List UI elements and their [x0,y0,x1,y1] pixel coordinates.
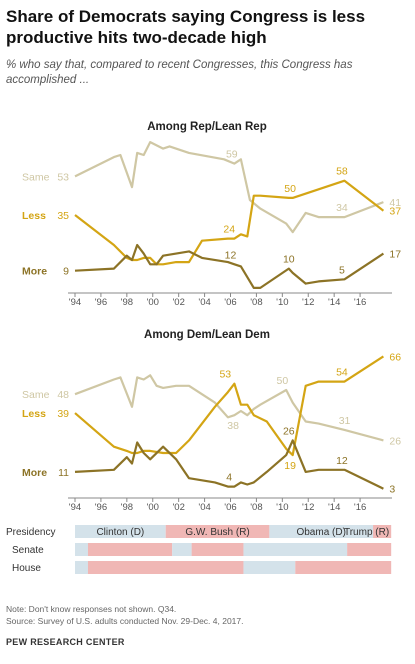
start-value-label: 35 [57,210,69,222]
x-tick-label: '14 [328,502,340,513]
data-label: 4 [226,472,232,484]
series-line-more-dem [74,439,384,490]
x-tick-label: '16 [354,502,366,513]
x-tick-label: '08 [250,502,262,513]
row-label-senate: Senate [12,545,44,556]
control-segment-dem [75,543,88,556]
x-tick-label: '00 [147,297,159,308]
series-name-more: More [22,467,47,479]
x-tick-label: '14 [328,297,340,308]
data-label: 53 [219,369,231,381]
start-value-label: 9 [63,266,69,278]
control-segment-dem [75,525,166,538]
data-label: 50 [276,375,288,387]
data-label: 59 [226,149,238,161]
series-line-same-rep [74,141,384,234]
x-tick-label: '96 [95,502,107,513]
series-name-less: Less [22,210,46,222]
chart-panel-rep-lean-rep: Among Rep/Lean Rep '94 '96 '98 '00 '02 '04 '06 '… [22,121,401,308]
x-tick-label: '10 [276,297,288,308]
president-label: G.W. Bush (R) [185,527,249,538]
control-segment-rep [165,525,270,538]
control-segment-dem [172,543,192,556]
data-label: 10 [283,254,295,266]
data-label: 31 [339,415,351,427]
data-label: 34 [336,202,348,214]
data-label: 17 [389,249,401,261]
control-segment-rep [347,543,392,556]
x-tick-label: '04 [198,297,210,308]
president-label: Clinton (D) [96,527,144,538]
control-segment-rep [373,525,392,538]
data-label: 12 [225,249,237,261]
panel-title: Among Rep/Lean Rep [147,121,266,133]
start-value-label: 53 [57,171,69,183]
data-label: 38 [227,420,239,432]
president-label: Trump (R) [344,527,389,538]
data-label: 58 [336,166,348,178]
panel-title: Among Dem/Lean Dem [144,329,270,341]
row-label-house: House [12,563,41,574]
series-name-more: More [22,266,47,278]
series-name-same: Same [22,171,50,183]
x-tick-label: '12 [302,502,314,513]
x-tick-label: '06 [224,297,236,308]
source-note: Source: Survey of U.S. adults conducted … [6,616,244,626]
control-segment-dem [75,561,88,574]
x-tick-label: '02 [172,502,184,513]
chart-title: Share of Democrats saying Congress is le… [6,7,366,47]
series-line-less-rep [74,179,385,266]
x-tick-label: '94 [69,502,81,513]
start-value-label: 48 [57,389,69,401]
x-tick-label: '00 [147,502,159,513]
data-label: 50 [284,183,296,195]
series-line-more-rep [74,243,385,289]
x-tick-label: '10 [276,502,288,513]
chart-panel-dem-lean-dem: Among Dem/Lean Dem '94 '96 '98 '00 '02 '04 '06 '… [22,329,401,513]
control-segment-rep [295,561,392,574]
series-line-same-dem [74,374,384,442]
data-label: 41 [389,197,401,209]
data-label: 66 [389,351,401,363]
x-tick-label: '04 [198,502,210,513]
party-control-table: Presidency Clinton (D) G.W. Bush (R) Obama … [6,525,392,574]
x-tick-label: '12 [302,297,314,308]
data-label: 3 [389,484,395,496]
series-name-less: Less [22,408,46,420]
x-tick-label: '94 [69,297,81,308]
data-label: 12 [336,455,348,467]
series-name-same: Same [22,389,50,401]
control-segment-dem [243,543,348,556]
control-segment-rep [87,561,244,574]
x-tick-label: '98 [121,502,133,513]
start-value-label: 11 [58,467,69,479]
chart-subtitle: % who say that, compared to recent Congr… [6,59,353,86]
x-tick-label: '02 [172,297,184,308]
data-label: 5 [339,264,345,276]
control-segment-rep [191,543,244,556]
data-label: 37 [389,206,401,218]
control-segment-dem [243,561,296,574]
data-label: 26 [283,425,295,437]
row-label-presidency: Presidency [6,527,55,538]
x-tick-label: '98 [121,297,133,308]
data-label: 26 [389,435,401,447]
control-segment-rep [87,543,173,556]
x-tick-label: '96 [95,297,107,308]
organization-credit: PEW RESEARCH CENTER [6,637,125,647]
footnote: Note: Don't know responses not shown. Q3… [6,604,177,614]
x-tick-label: '16 [354,297,366,308]
x-tick-label: '08 [250,297,262,308]
data-label: 24 [223,224,235,236]
president-label: Obama (D) [296,527,345,538]
control-segment-dem [269,525,374,538]
start-value-label: 39 [57,408,69,420]
data-label: 54 [336,367,348,379]
x-tick-label: '06 [224,502,236,513]
data-label: 19 [284,460,296,472]
